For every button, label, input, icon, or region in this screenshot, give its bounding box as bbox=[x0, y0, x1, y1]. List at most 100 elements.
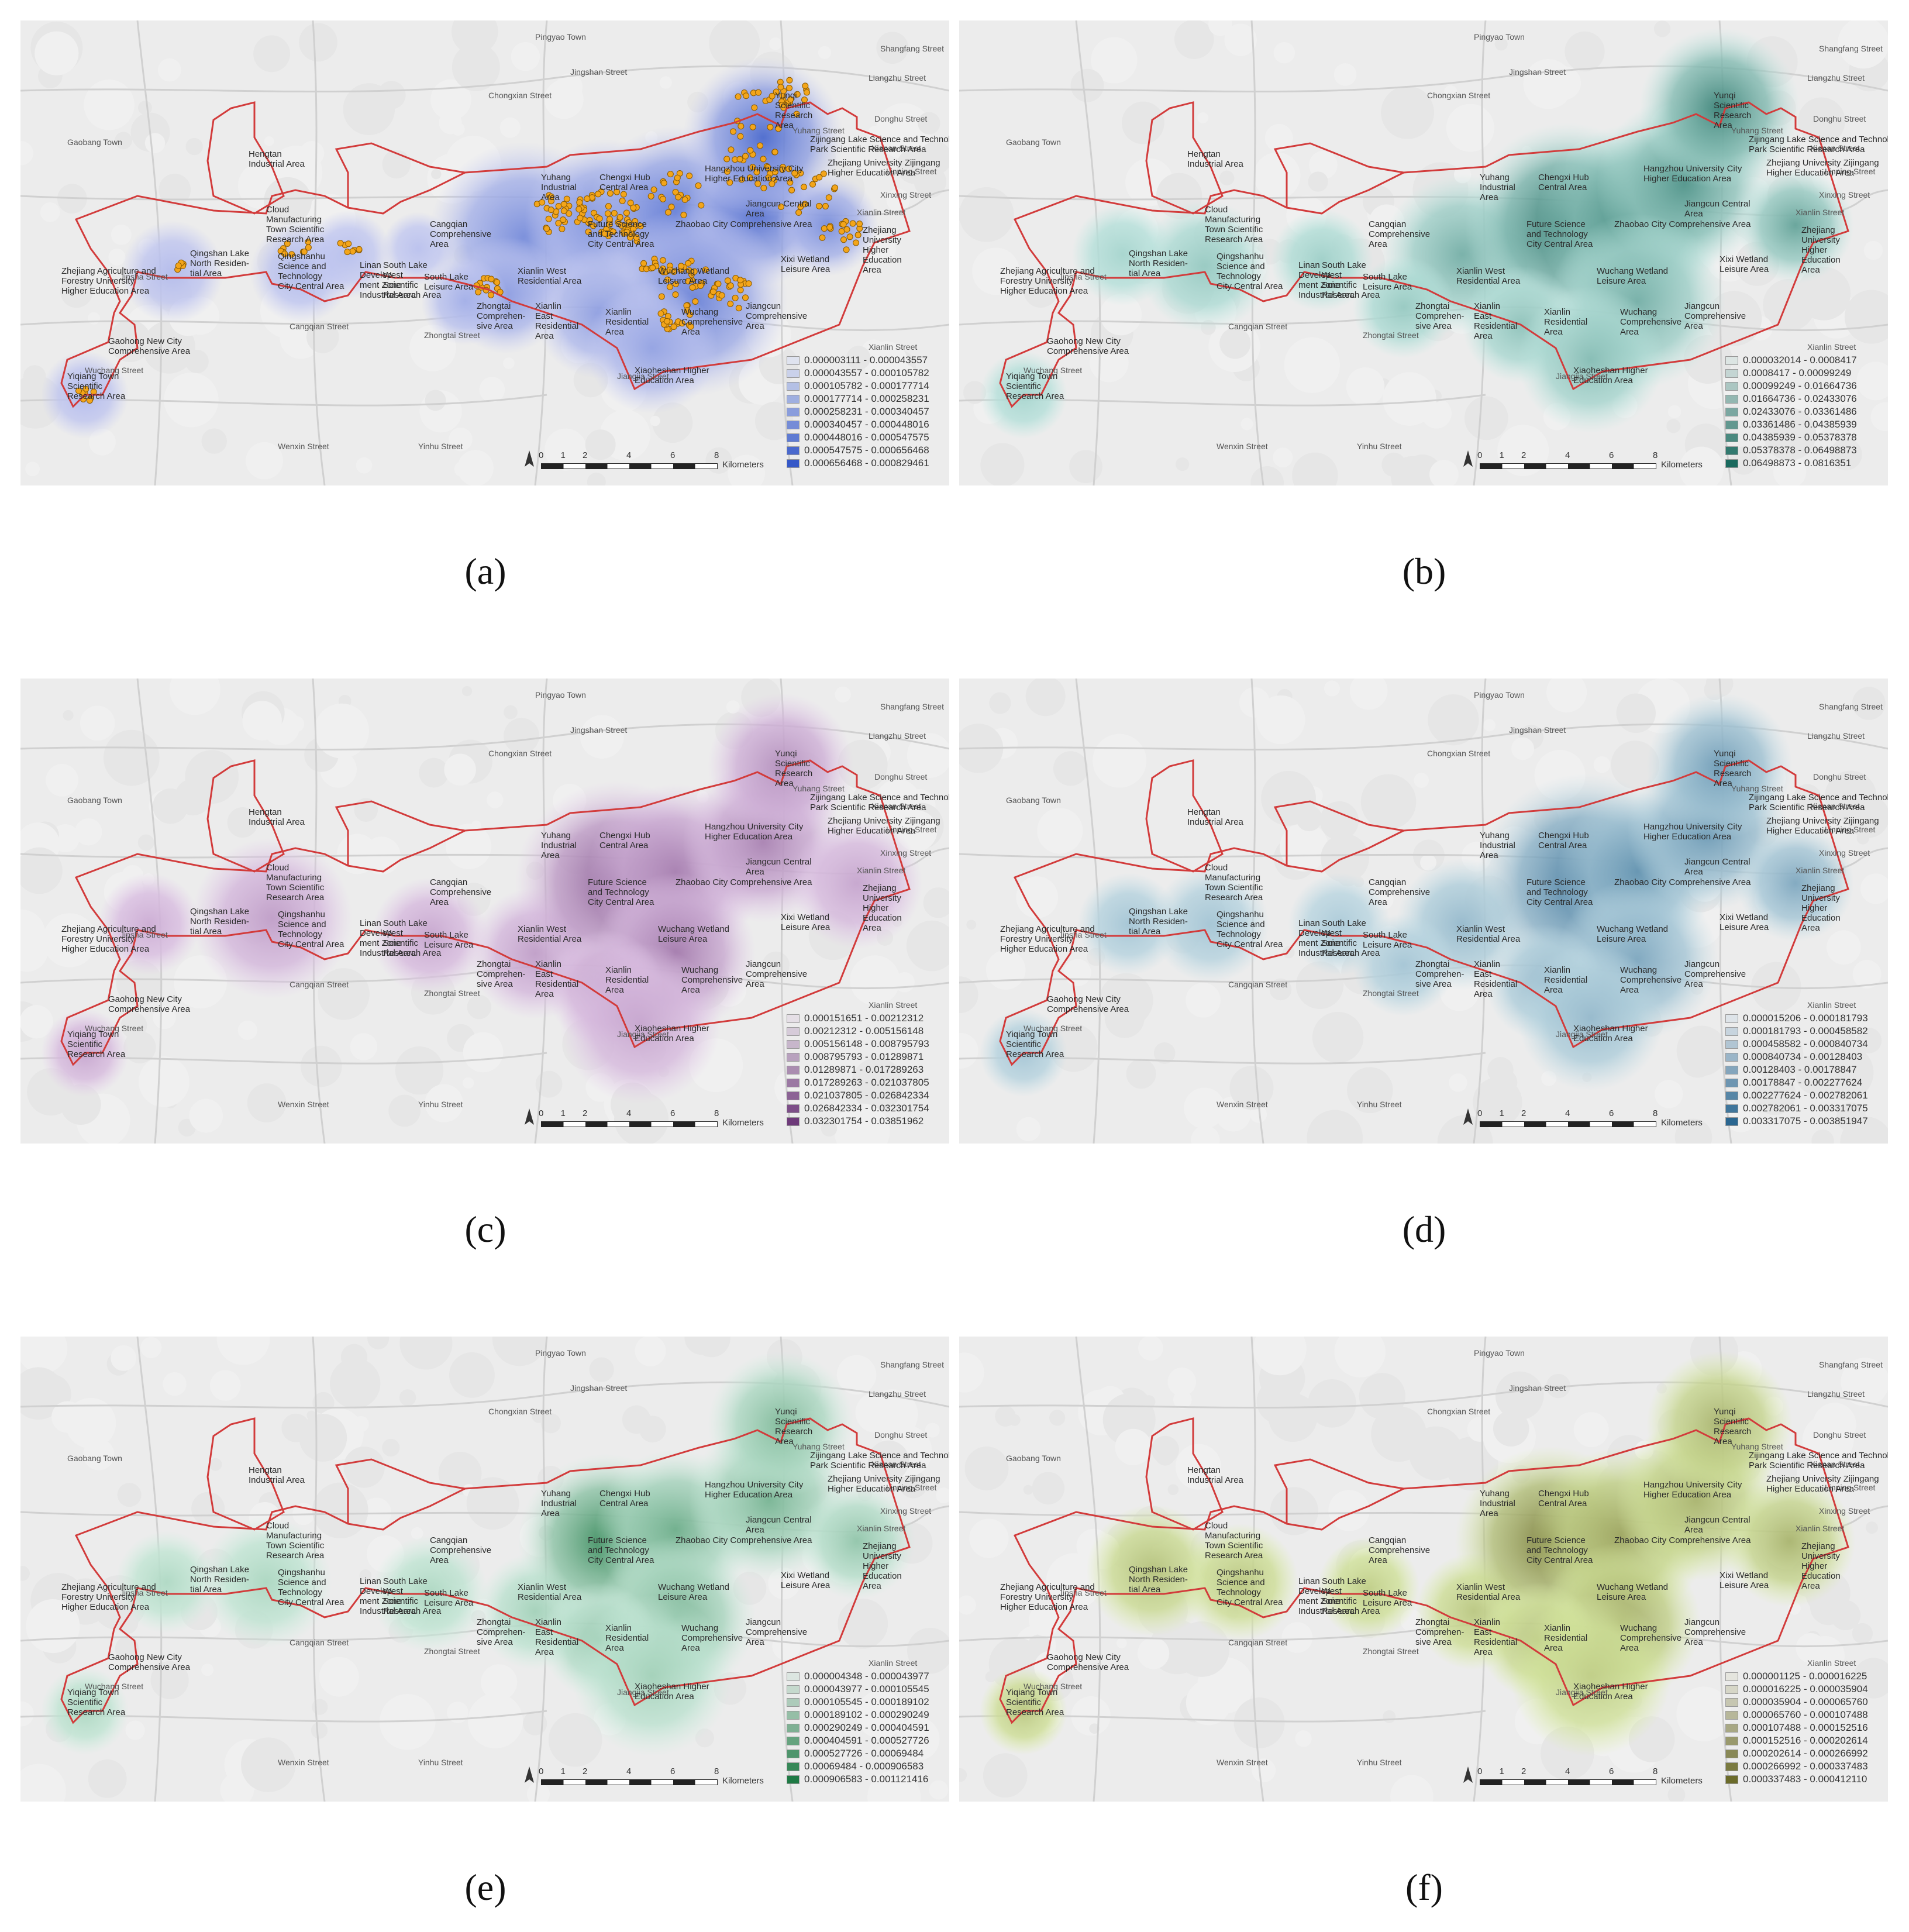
terrain-patch bbox=[1349, 679, 1388, 710]
poi-point bbox=[640, 260, 647, 267]
study-area-boundary bbox=[999, 101, 1849, 408]
terrain-patch bbox=[1346, 367, 1385, 406]
terrain-patch bbox=[833, 1695, 845, 1706]
area-label: Wuchang Wetland Leisure Area bbox=[1597, 924, 1669, 944]
density-hotspot bbox=[1724, 1475, 1856, 1607]
area-label: Xianlin West Residential Area bbox=[518, 1582, 582, 1602]
legend-row: 0.0008417 - 0.00099249 bbox=[1725, 367, 1883, 380]
terrain-patch bbox=[382, 1438, 400, 1457]
legend-row: 0.000003111 - 0.000043557 bbox=[787, 354, 945, 367]
poi-point bbox=[732, 294, 739, 301]
scale-tick-label: 6 bbox=[1609, 450, 1614, 460]
place-name: Chongxian Street bbox=[488, 91, 552, 100]
terrain-patch bbox=[499, 117, 521, 138]
terrain-patch bbox=[1233, 1697, 1285, 1748]
density-hotspot bbox=[1518, 945, 1664, 1091]
area-label: Xiaoheshan Higher Education Area bbox=[1573, 1024, 1648, 1044]
scale-tick-label: 4 bbox=[1565, 450, 1570, 460]
scale-bar: 0 1 2 4 6 8 Kilometers bbox=[1462, 1108, 1708, 1138]
area-label: Cangqian Comprehensive Area bbox=[430, 877, 492, 907]
terrain-patch bbox=[359, 1569, 371, 1582]
legend-label: 0.00099249 - 0.01664736 bbox=[1743, 380, 1857, 391]
legend-label: 0.000177714 - 0.000258231 bbox=[804, 393, 929, 404]
place-name: Jiangjia Street bbox=[1556, 1688, 1608, 1697]
area-label: Xixi Wetland Leisure Area bbox=[1720, 1571, 1769, 1590]
poi-point bbox=[488, 275, 495, 283]
poi-point bbox=[345, 240, 352, 247]
density-hotspot bbox=[571, 1595, 733, 1757]
area-label: Xixi Wetland Leisure Area bbox=[1720, 912, 1769, 932]
poi-point bbox=[822, 203, 829, 210]
poi-point bbox=[723, 156, 730, 163]
area-label: Jiangcun Comprehensive Area bbox=[1684, 1617, 1746, 1647]
scale-tick-label: 1 bbox=[1499, 1766, 1504, 1776]
scale-bar-graphic bbox=[541, 1121, 718, 1127]
area-label: Cloud Manufacturing Town Scientific Rese… bbox=[1205, 1521, 1263, 1561]
poi-point bbox=[746, 174, 753, 181]
terrain-patch bbox=[959, 1032, 978, 1069]
scale-tick-label: 0 bbox=[1477, 450, 1483, 460]
terrain-patch bbox=[438, 1451, 482, 1495]
place-name: Cangqian Street bbox=[290, 322, 349, 331]
terrain-patch bbox=[1383, 372, 1436, 426]
terrain-patch bbox=[846, 1697, 859, 1711]
scale-tick-label: 2 bbox=[583, 1108, 588, 1118]
terrain-patch bbox=[1866, 1521, 1879, 1534]
poi-point bbox=[674, 174, 681, 181]
terrain-patch bbox=[806, 400, 836, 430]
terrain-patch bbox=[457, 450, 494, 485]
scale-bar-graphic bbox=[541, 1779, 718, 1785]
area-label: Qingshanhu Science and Technology City C… bbox=[1217, 1568, 1283, 1607]
map-panel-a: Pingyao Town Jingshan Street Shangfang Str… bbox=[20, 20, 949, 485]
north-arrow-icon bbox=[525, 1766, 534, 1783]
legend-swatch bbox=[787, 394, 800, 404]
poi-point bbox=[475, 288, 482, 295]
legend-label: 0.000107488 - 0.000152516 bbox=[1743, 1722, 1868, 1733]
place-name: Chongxian Street bbox=[488, 1407, 552, 1416]
terrain-patch bbox=[1383, 1710, 1396, 1723]
area-label: South Lake West Scientific Research Area bbox=[383, 1576, 442, 1616]
place-name: Xinxing Street bbox=[880, 1506, 932, 1516]
legend-label: 0.000258231 - 0.000340457 bbox=[804, 406, 929, 417]
area-label: Qingshan Lake North Residen- tial Area bbox=[1129, 907, 1188, 936]
place-name: Linping Street bbox=[1825, 1483, 1876, 1492]
terrain-patch bbox=[1155, 1446, 1175, 1466]
place-name: Linping Street bbox=[1825, 825, 1876, 834]
place-name: Gaobang Town bbox=[1006, 795, 1061, 805]
terrain-patch bbox=[503, 357, 515, 369]
area-label: Zhejiang Agriculture and Forestry Univer… bbox=[61, 1582, 156, 1612]
terrain-patch bbox=[111, 1345, 137, 1371]
legend-swatch bbox=[787, 1736, 800, 1745]
terrain-patch bbox=[108, 249, 126, 266]
terrain-patch bbox=[1494, 37, 1508, 51]
poi-point bbox=[657, 310, 664, 317]
legend-label: 0.000404591 - 0.000527726 bbox=[804, 1735, 929, 1746]
boundary-line bbox=[60, 759, 911, 1066]
density-hotspot bbox=[121, 221, 224, 323]
terrain-patch bbox=[1023, 273, 1059, 308]
area-label: Zhejiang University Higher Education Are… bbox=[863, 883, 902, 933]
place-name: Cangqian Street bbox=[1228, 1638, 1288, 1647]
area-label: Xianlin East Residential Area bbox=[535, 301, 579, 341]
poi-point bbox=[791, 170, 798, 177]
poi-point bbox=[681, 196, 688, 203]
legend-label: 0.02433076 - 0.03361486 bbox=[1743, 406, 1857, 417]
scale-tick-label: 6 bbox=[1609, 1108, 1614, 1118]
place-name: Zhongtai Street bbox=[1363, 330, 1419, 340]
area-label: Qingshan Lake North Residen- tial Area bbox=[190, 249, 249, 278]
place-name: Jinsha Street bbox=[1059, 272, 1107, 281]
poi-point bbox=[633, 234, 640, 241]
area-label: South Lake Leisure Area bbox=[424, 930, 474, 950]
density-legend: 0.000032014 - 0.0008417 0.0008417 - 0.000… bbox=[1725, 354, 1883, 470]
terrain-patch bbox=[1016, 876, 1059, 918]
terrain-patch bbox=[158, 173, 191, 206]
legend-row: 0.000189102 - 0.000290249 bbox=[787, 1709, 945, 1721]
scale-bar-graphic bbox=[1480, 1121, 1656, 1127]
terrain-patch bbox=[1126, 1059, 1156, 1089]
scale-tick-label: 1 bbox=[1499, 1108, 1504, 1118]
terrain-patch bbox=[314, 703, 370, 759]
poi-point bbox=[801, 97, 808, 104]
poi-point bbox=[793, 111, 800, 118]
terrain-patch bbox=[20, 141, 33, 166]
terrain-patch bbox=[964, 1447, 1009, 1490]
